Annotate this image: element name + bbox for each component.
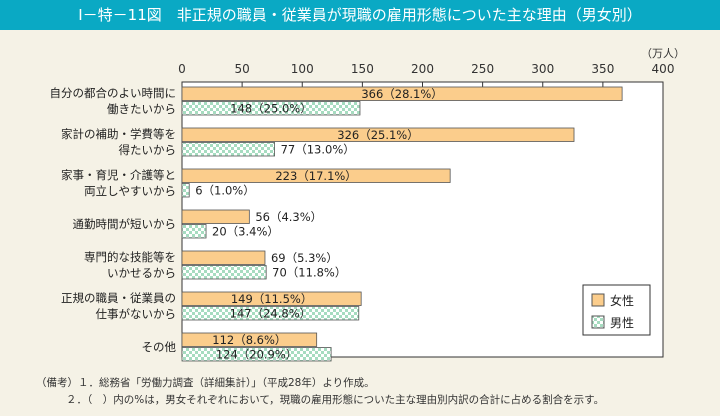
category-label: 働きたいから	[107, 102, 176, 116]
bar-male	[181, 347, 332, 362]
data-label: 124（20.9%）	[216, 348, 297, 362]
unit-label: （万人）	[641, 47, 685, 60]
bar-female	[181, 86, 623, 101]
bar-female	[181, 250, 266, 265]
data-label: 148（25.0%）	[230, 102, 311, 116]
legend-label: 女性	[610, 293, 634, 308]
bar-male	[181, 265, 267, 280]
category-label: 得たいから	[119, 143, 177, 157]
bar-female	[181, 332, 318, 347]
category-label: 家計の補助・学費等を	[61, 127, 176, 141]
x-tick-label: 150	[351, 62, 374, 76]
legend-label: 男性	[610, 316, 634, 330]
bar-female	[181, 127, 575, 142]
data-label: 6（1.0%）	[195, 184, 255, 198]
category-label: 通勤時間が短いから	[73, 217, 177, 231]
data-label: 147（24.8%）	[230, 307, 311, 321]
bar-male	[181, 306, 360, 321]
bar-male	[181, 183, 190, 198]
x-tick-label: 200	[411, 62, 434, 76]
x-tick-label: 350	[591, 62, 614, 76]
category-label: その他	[142, 340, 177, 354]
x-tick-label: 250	[471, 62, 494, 76]
data-label: 223（17.1%）	[275, 169, 356, 183]
data-label: 366（28.1%）	[361, 87, 442, 101]
data-label: 20（3.4%）	[212, 225, 279, 239]
chart-title: Ⅰ－特－11図 非正規の職員・従業員が現職の雇用形態についた主な理由（男女別）	[0, 0, 720, 30]
bar-male	[181, 224, 207, 239]
bar-female	[181, 291, 362, 306]
category-label: いかせるから	[107, 266, 176, 280]
category-label: 家事・育児・介護等と	[61, 168, 176, 182]
bar-female	[181, 168, 451, 183]
category-label: 専門的な技能等を	[84, 250, 176, 264]
bar-male	[181, 142, 275, 157]
data-label: 149（11.5%）	[231, 292, 312, 306]
x-tick-label: 100	[291, 62, 314, 76]
legend-swatch-male	[591, 315, 605, 329]
data-label: 70（11.8%）	[272, 266, 346, 280]
bar-female	[181, 209, 250, 224]
category-label: 仕事がないから	[96, 307, 177, 321]
category-label: 正規の職員・従業員の	[61, 291, 176, 305]
category-label: 自分の都合のよい時間に	[50, 86, 177, 100]
data-label: 56（4.3%）	[255, 210, 322, 224]
data-label: 112（8.6%）	[212, 333, 286, 347]
x-tick-label: 400	[652, 62, 675, 76]
note-1: （備考）１．総務省「労働力調査（詳細集計）」（平成28年）より作成。	[36, 377, 375, 389]
data-label: 326（25.1%）	[337, 128, 418, 142]
bar-male	[181, 101, 361, 116]
x-tick-label: 50	[234, 62, 249, 76]
data-label: 69（5.3%）	[271, 251, 338, 265]
note-2: ２．（ ）内の%は，男女それぞれにおいて，現職の雇用形態についた主な理由別内訳の…	[66, 394, 605, 406]
category-label: 両立しやすいから	[84, 184, 176, 198]
data-label: 77（13.0%）	[281, 143, 355, 157]
x-tick-label: 300	[531, 62, 554, 76]
x-tick-label: 0	[178, 62, 186, 76]
legend-swatch-female	[591, 293, 605, 307]
